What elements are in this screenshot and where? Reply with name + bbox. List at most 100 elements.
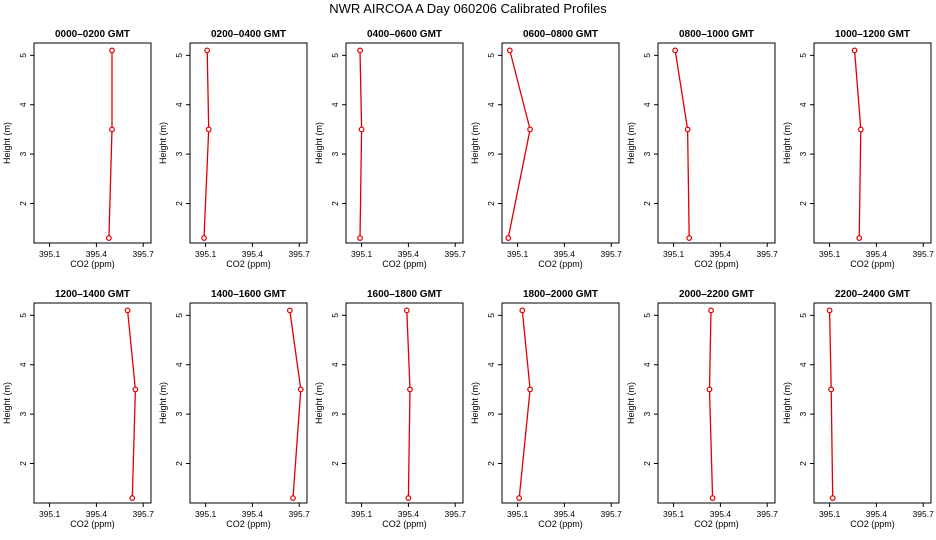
plot-frame bbox=[33, 42, 152, 244]
x-tick-label: 395.4 bbox=[86, 509, 108, 519]
profile-line bbox=[406, 310, 411, 499]
x-tick-label: 395.4 bbox=[710, 509, 732, 519]
y-axis-label: Height (m) bbox=[626, 122, 636, 164]
x-tick-label: 395.1 bbox=[507, 249, 529, 259]
data-point bbox=[826, 307, 833, 314]
y-tick-label: 3 bbox=[486, 411, 496, 416]
y-tick-label: 3 bbox=[174, 151, 184, 156]
profile-panel: 1600–1800 GMT 395.1 395.4 395.7 CO2 (ppm) 2 3 4… bbox=[314, 289, 466, 529]
panel-title: 2200–2400 GMT bbox=[835, 289, 910, 300]
y-axis-label: Height (m) bbox=[470, 122, 480, 164]
x-axis-label: CO2 (ppm) bbox=[694, 259, 739, 269]
y-tick-label: 3 bbox=[18, 151, 28, 156]
x-axis-label: CO2 (ppm) bbox=[226, 519, 271, 529]
y-tick-label: 2 bbox=[486, 201, 496, 206]
data-point bbox=[686, 235, 693, 241]
x-tick-label: 395.1 bbox=[663, 249, 685, 259]
x-axis-label: CO2 (ppm) bbox=[70, 519, 115, 529]
y-tick-label: 4 bbox=[798, 102, 808, 107]
panel-title: 0600–0800 GMT bbox=[523, 29, 598, 40]
data-point bbox=[297, 386, 304, 393]
figure-title: NWR AIRCOA A Day 060206 Calibrated Profi… bbox=[329, 1, 607, 16]
plot-frame bbox=[813, 302, 932, 504]
y-tick-label: 2 bbox=[18, 201, 28, 206]
panel-title: 1200–1400 GMT bbox=[55, 289, 130, 300]
y-tick-label: 2 bbox=[642, 461, 652, 466]
x-tick-label: 395.7 bbox=[757, 249, 779, 259]
data-point bbox=[506, 47, 513, 54]
profile-line bbox=[708, 310, 714, 499]
y-tick-label: 5 bbox=[330, 313, 340, 318]
y-tick-label: 2 bbox=[174, 201, 184, 206]
y-tick-label: 3 bbox=[798, 411, 808, 416]
profile-panel: 0000–0200 GMT 395.1 395.4 395.7 CO2 (ppm) 2 3 4… bbox=[2, 29, 154, 269]
y-tick-label: 4 bbox=[174, 102, 184, 107]
y-axis-label: Height (m) bbox=[782, 122, 792, 164]
data-point bbox=[527, 386, 533, 393]
profile-panel: 0400–0600 GMT 395.1 395.4 395.7 CO2 (ppm) 2 3 4… bbox=[314, 29, 466, 269]
x-tick-label: 395.1 bbox=[663, 509, 685, 519]
x-axis-label: CO2 (ppm) bbox=[226, 259, 271, 269]
y-tick-label: 2 bbox=[18, 461, 28, 466]
y-tick-label: 5 bbox=[642, 53, 652, 58]
y-tick-label: 3 bbox=[642, 411, 652, 416]
y-tick-label: 2 bbox=[486, 461, 496, 466]
y-tick-label: 4 bbox=[330, 362, 340, 367]
y-tick-label: 5 bbox=[798, 313, 808, 318]
panel-title: 2000–2200 GMT bbox=[679, 289, 754, 300]
y-tick-label: 5 bbox=[18, 53, 28, 58]
y-tick-label: 4 bbox=[642, 362, 652, 367]
data-point bbox=[684, 126, 691, 133]
y-tick-label: 5 bbox=[486, 53, 496, 58]
x-tick-label: 395.4 bbox=[398, 509, 420, 519]
y-axis-label: Height (m) bbox=[782, 382, 792, 424]
data-point bbox=[357, 47, 363, 54]
profile-panel: 1800–2000 GMT 395.1 395.4 395.7 CO2 (ppm) 2 3 4… bbox=[470, 289, 622, 529]
y-axis-label: Height (m) bbox=[2, 122, 12, 164]
y-tick-label: 4 bbox=[18, 102, 28, 107]
profile-panel: 2200–2400 GMT 395.1 395.4 395.7 CO2 (ppm) 2 3 4… bbox=[782, 289, 934, 529]
x-axis-label: CO2 (ppm) bbox=[850, 259, 895, 269]
y-tick-label: 3 bbox=[330, 151, 340, 156]
y-axis-label: Height (m) bbox=[470, 382, 480, 424]
y-tick-label: 2 bbox=[798, 461, 808, 466]
x-tick-label: 395.1 bbox=[819, 249, 841, 259]
y-tick-label: 3 bbox=[18, 411, 28, 416]
y-tick-label: 2 bbox=[330, 201, 340, 206]
x-axis-label: CO2 (ppm) bbox=[538, 259, 583, 269]
plot-frame bbox=[33, 302, 152, 504]
data-point bbox=[286, 307, 293, 314]
y-tick-label: 5 bbox=[174, 53, 184, 58]
x-tick-label: 395.7 bbox=[913, 509, 935, 519]
x-axis-label: CO2 (ppm) bbox=[70, 259, 115, 269]
y-tick-label: 5 bbox=[330, 53, 340, 58]
x-axis-label: CO2 (ppm) bbox=[850, 519, 895, 529]
x-axis-label: CO2 (ppm) bbox=[538, 519, 583, 529]
y-tick-label: 4 bbox=[486, 102, 496, 107]
y-tick-label: 5 bbox=[486, 313, 496, 318]
plot-frame bbox=[501, 302, 620, 504]
profile-panel: 1400–1600 GMT 395.1 395.4 395.7 CO2 (ppm) 2 3 4… bbox=[158, 289, 310, 529]
plot-frame bbox=[345, 302, 464, 504]
y-tick-label: 4 bbox=[174, 362, 184, 367]
x-tick-label: 395.7 bbox=[757, 509, 779, 519]
data-point bbox=[290, 495, 296, 501]
y-tick-label: 4 bbox=[18, 362, 28, 367]
data-point bbox=[519, 307, 526, 314]
y-tick-label: 2 bbox=[642, 201, 652, 206]
x-tick-label: 395.7 bbox=[445, 509, 467, 519]
data-point bbox=[829, 495, 836, 501]
panel-title: 1400–1600 GMT bbox=[211, 289, 286, 300]
data-point bbox=[505, 235, 512, 241]
panel-title: 0800–1000 GMT bbox=[679, 29, 754, 40]
data-point bbox=[672, 47, 679, 54]
x-axis-label: CO2 (ppm) bbox=[382, 259, 427, 269]
data-point bbox=[706, 386, 713, 393]
x-tick-label: 395.4 bbox=[242, 249, 264, 259]
profile-panel: 0200–0400 GMT 395.1 395.4 395.7 CO2 (ppm) 2 3 4… bbox=[158, 29, 310, 269]
plot-frame bbox=[501, 42, 620, 244]
plot-frame bbox=[657, 302, 776, 504]
y-tick-label: 3 bbox=[330, 411, 340, 416]
y-tick-label: 3 bbox=[174, 411, 184, 416]
data-point bbox=[129, 495, 136, 501]
